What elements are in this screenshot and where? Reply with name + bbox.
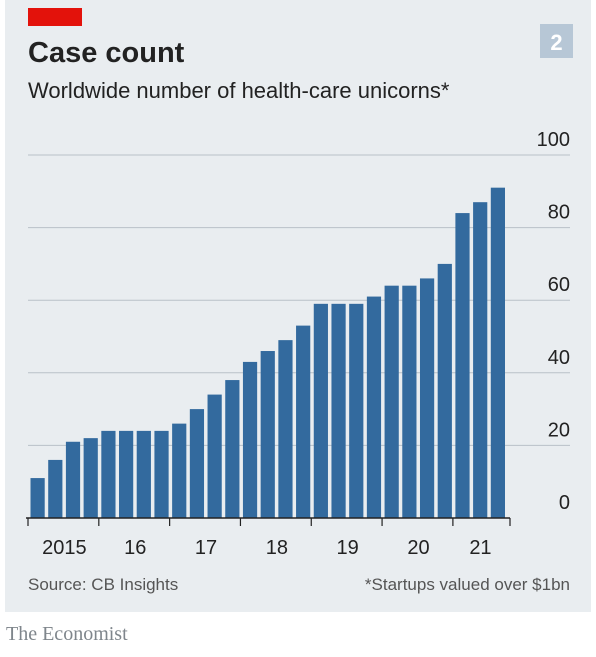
bar: [207, 394, 222, 518]
x-tick-label: 16: [124, 537, 146, 559]
footnote: *Startups valued over $1bn: [365, 575, 570, 594]
x-tick-label: 19: [337, 537, 359, 559]
bar: [83, 438, 98, 518]
bar: [172, 423, 187, 518]
y-tick-label: 40: [548, 347, 570, 369]
bar: [366, 296, 382, 518]
bar: [154, 430, 169, 518]
bar: [313, 303, 328, 518]
badge: 2: [550, 30, 562, 55]
bar: [48, 459, 63, 518]
bar: [260, 351, 275, 518]
red-tag: [28, 8, 82, 26]
badge-box: [540, 24, 573, 58]
x-tick-label: 2015: [42, 537, 87, 559]
bar: [65, 441, 81, 518]
bar: [473, 202, 488, 518]
bar: [419, 278, 435, 518]
bar: [384, 285, 399, 518]
x-tick-label: 18: [266, 537, 288, 559]
y-tick-label: 60: [548, 274, 570, 296]
y-tick-label: 80: [548, 202, 570, 224]
bar: [490, 187, 505, 519]
bar: [30, 478, 45, 518]
bar: [349, 303, 364, 518]
bar: [296, 325, 311, 518]
chart-subtitle: Worldwide number of health-care unicorns…: [28, 78, 450, 103]
bar: [225, 380, 240, 518]
bar: [278, 340, 293, 518]
source: Source: CB Insights: [28, 575, 178, 594]
bar: [136, 430, 151, 518]
bar: [119, 430, 134, 518]
brand: The Economist: [6, 623, 128, 645]
bar: [402, 285, 417, 518]
bar: [331, 303, 346, 518]
bar: [101, 430, 116, 518]
y-tick-label: 0: [559, 492, 570, 514]
bar: [242, 361, 258, 518]
y-tick-label: 20: [548, 419, 570, 441]
x-tick-label: 21: [469, 537, 491, 559]
y-tick-label: 100: [537, 129, 570, 151]
x-tick-label: 17: [195, 537, 217, 559]
bar: [455, 213, 470, 518]
x-tick-label: 20: [407, 537, 429, 559]
chart-title: Case count: [28, 37, 185, 69]
bar: [437, 263, 452, 518]
bar: [189, 409, 205, 518]
